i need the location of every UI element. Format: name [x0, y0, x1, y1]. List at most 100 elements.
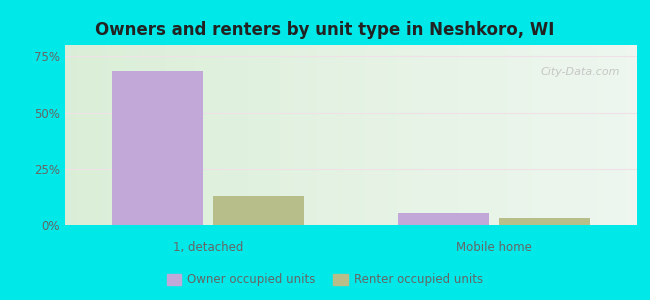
Bar	[206, 45, 208, 225]
Bar	[471, 45, 473, 225]
Bar	[631, 45, 633, 225]
Bar	[549, 45, 551, 225]
Bar	[82, 45, 84, 225]
Bar	[252, 45, 254, 225]
Text: Mobile home: Mobile home	[456, 241, 532, 254]
Bar	[363, 45, 365, 225]
Bar	[435, 45, 437, 225]
Bar	[454, 45, 456, 225]
Bar	[98, 45, 99, 225]
Bar	[604, 45, 606, 225]
Bar	[576, 45, 578, 225]
Bar	[355, 45, 357, 225]
Bar	[279, 45, 280, 225]
Bar	[157, 45, 159, 225]
Bar	[284, 45, 286, 225]
Bar	[214, 45, 216, 225]
Bar	[84, 45, 86, 225]
Bar	[254, 45, 255, 225]
Bar	[341, 45, 343, 225]
Bar	[210, 45, 212, 225]
Bar	[423, 45, 425, 225]
Bar	[185, 45, 187, 225]
Bar	[237, 45, 239, 225]
Bar	[462, 45, 463, 225]
Bar	[555, 45, 557, 225]
Bar	[65, 45, 67, 225]
Bar	[557, 45, 559, 225]
Bar	[170, 45, 172, 225]
Bar	[80, 45, 82, 225]
Text: City-Data.com: City-Data.com	[540, 67, 620, 76]
Bar	[504, 45, 506, 225]
Bar	[307, 45, 309, 225]
Bar	[490, 45, 492, 225]
Bar	[566, 45, 568, 225]
Bar	[418, 45, 420, 225]
Bar	[623, 45, 625, 225]
Bar	[112, 71, 203, 225]
Bar	[187, 45, 189, 225]
Bar	[534, 45, 536, 225]
Bar	[216, 45, 218, 225]
Bar	[431, 45, 433, 225]
Bar	[183, 45, 185, 225]
Bar	[263, 45, 265, 225]
Bar	[103, 45, 105, 225]
Bar	[543, 45, 545, 225]
Bar	[202, 45, 204, 225]
Bar	[416, 45, 418, 225]
Bar	[612, 45, 614, 225]
Bar	[286, 45, 288, 225]
Bar	[502, 45, 504, 225]
Bar	[366, 45, 368, 225]
Bar	[422, 45, 423, 225]
Bar	[547, 45, 549, 225]
Bar	[620, 45, 622, 225]
Bar	[218, 45, 220, 225]
Bar	[425, 45, 427, 225]
Legend: Owner occupied units, Renter occupied units: Owner occupied units, Renter occupied un…	[162, 269, 488, 291]
Bar	[92, 45, 94, 225]
Bar	[151, 45, 153, 225]
Bar	[137, 45, 139, 225]
Bar	[86, 45, 88, 225]
Bar	[79, 45, 80, 225]
Bar	[179, 45, 181, 225]
Bar	[414, 45, 416, 225]
Bar	[610, 45, 612, 225]
Bar	[134, 45, 136, 225]
Bar	[328, 45, 330, 225]
Bar	[136, 45, 137, 225]
Bar	[592, 45, 593, 225]
Bar	[69, 45, 71, 225]
Bar	[322, 45, 324, 225]
Bar	[441, 45, 443, 225]
Bar	[597, 45, 599, 225]
Bar	[112, 45, 114, 225]
Bar	[400, 45, 402, 225]
Bar	[580, 45, 582, 225]
Bar	[536, 45, 538, 225]
Bar	[198, 45, 200, 225]
Bar	[271, 45, 273, 225]
Bar	[292, 45, 294, 225]
Bar	[402, 45, 404, 225]
Bar	[445, 45, 447, 225]
Bar	[608, 45, 610, 225]
Bar	[239, 45, 240, 225]
Bar	[590, 45, 592, 225]
Bar	[155, 45, 157, 225]
Bar	[223, 45, 225, 225]
Bar	[257, 45, 259, 225]
Bar	[240, 45, 242, 225]
Bar	[361, 45, 363, 225]
Bar	[412, 45, 414, 225]
Bar	[288, 45, 290, 225]
Bar	[114, 45, 116, 225]
Bar	[311, 45, 313, 225]
Bar	[372, 45, 374, 225]
Bar	[456, 45, 458, 225]
Bar	[300, 45, 302, 225]
Bar	[343, 45, 345, 225]
